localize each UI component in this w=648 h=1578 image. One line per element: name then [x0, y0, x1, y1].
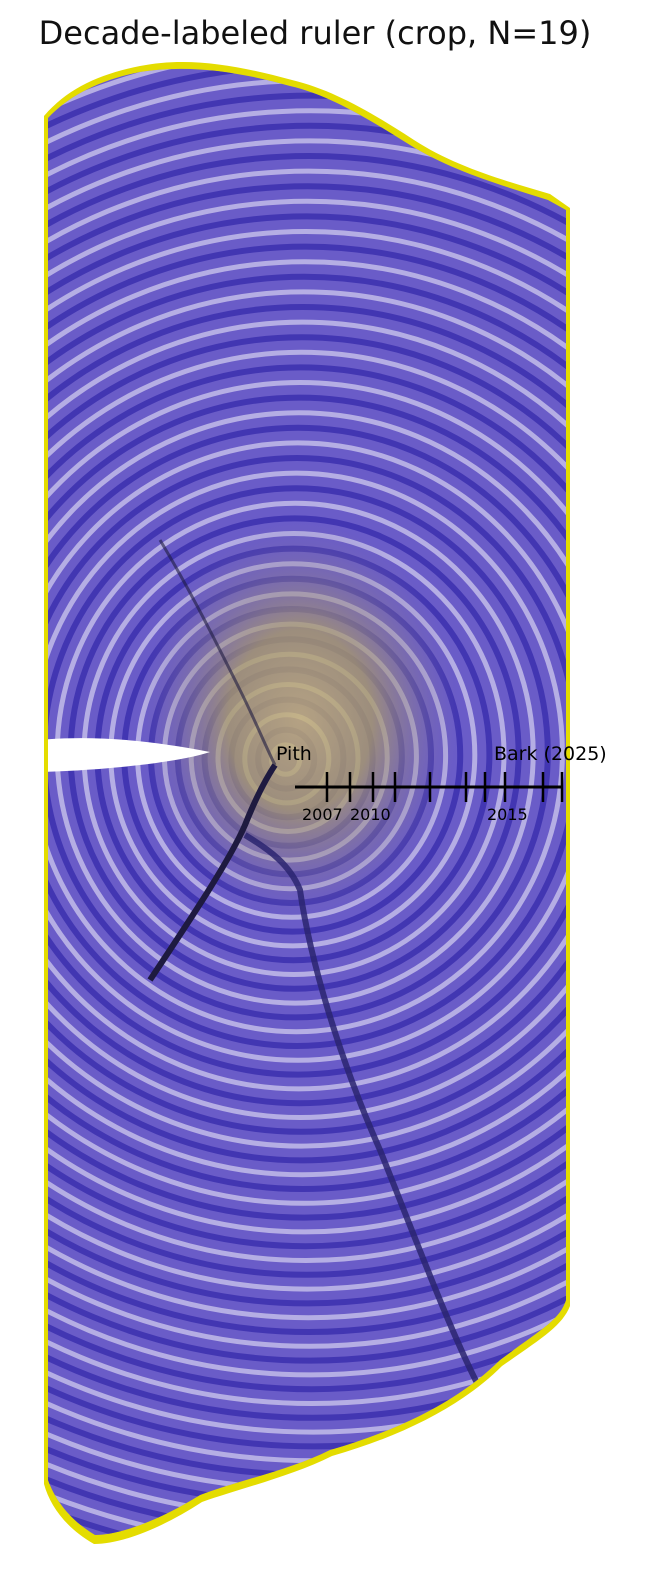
growth-ring: [48, 394, 566, 1107]
growth-ring: [48, 440, 566, 1063]
growth-ring: [48, 153, 566, 1335]
growth-ring: [48, 138, 566, 1349]
ring-ruler: Pith Bark (2025) 2007 2010 2015: [276, 743, 607, 824]
growth-ring: [48, 198, 566, 1292]
figure-title: Decade-labeled ruler (crop, N=19): [38, 14, 592, 52]
growth-ring: [48, 68, 566, 1450]
growth-ring: [48, 68, 566, 1421]
growth-ring: [48, 319, 566, 1178]
growth-ring: [48, 455, 566, 1049]
growth-ring: [48, 380, 566, 1120]
growth-ring: [48, 470, 565, 1035]
crack-line: [147, 763, 278, 982]
growth-ring: [48, 304, 566, 1192]
growth-ring: [48, 122, 566, 1364]
growth-ring: [48, 349, 566, 1149]
growth-ring: [48, 168, 566, 1321]
growth-ring: [48, 485, 551, 1021]
pith-label: Pith: [276, 743, 312, 765]
crack-line: [243, 832, 481, 1387]
growth-ring: [48, 68, 566, 1435]
growth-ring: [48, 243, 566, 1250]
growth-ring: [48, 410, 566, 1092]
growth-ring: [48, 259, 566, 1235]
growth-ring: [48, 183, 566, 1307]
sample-notch: [48, 738, 210, 772]
growth-ring: [48, 273, 566, 1221]
crack-line: [158, 539, 277, 766]
bark-label: Bark (2025): [494, 743, 607, 765]
growth-ring: [48, 108, 566, 1378]
growth-ring: [48, 213, 566, 1278]
tick-label-2010: 2010: [350, 805, 391, 824]
growth-ring: [48, 364, 566, 1135]
growth-ring: [48, 92, 566, 1393]
tick-label-2007: 2007: [302, 805, 343, 824]
growth-ring: [48, 289, 566, 1206]
growth-ring: [48, 334, 566, 1164]
growth-ring: [48, 229, 566, 1263]
growth-ring: [48, 424, 566, 1078]
tick-label-2015: 2015: [487, 805, 528, 824]
